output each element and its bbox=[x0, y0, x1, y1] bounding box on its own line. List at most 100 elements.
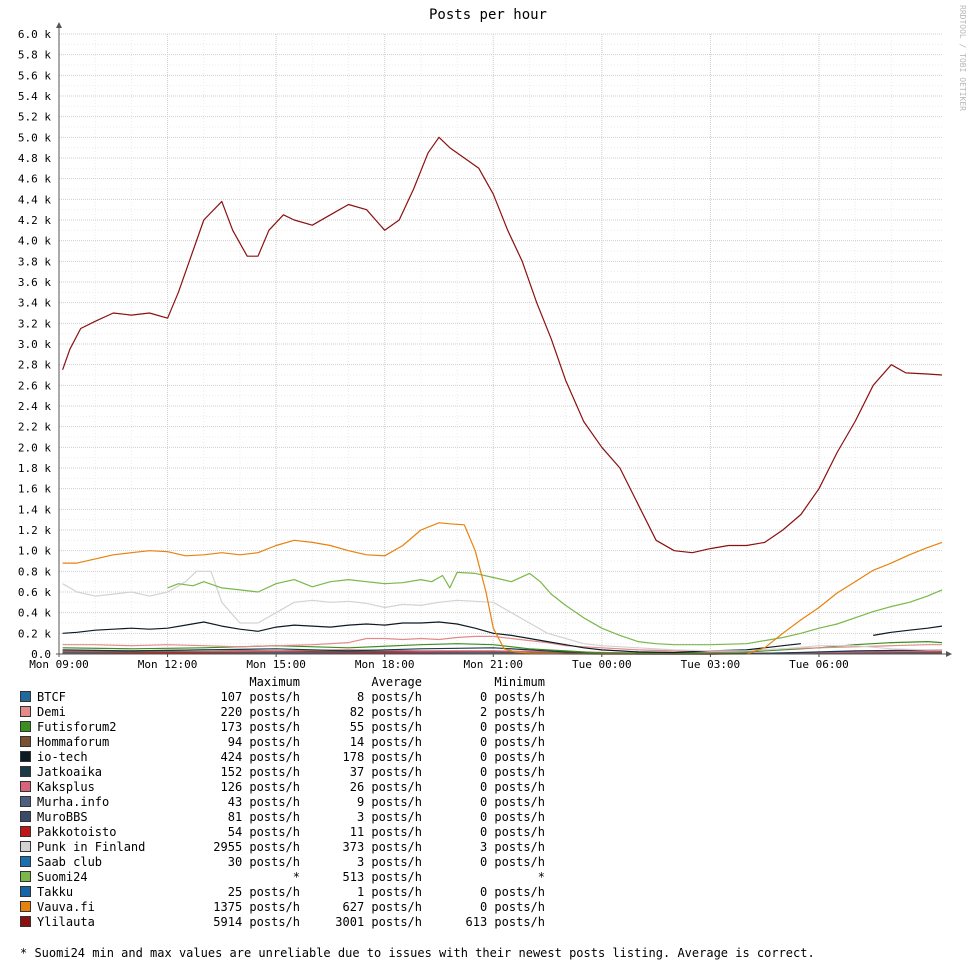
legend-row: Jatkoaika 152 posts/h 37 posts/h 0 posts/h bbox=[20, 765, 545, 780]
y-tick-label: 4.4 k bbox=[18, 193, 51, 206]
legend-header-minimum: Minimum bbox=[494, 675, 545, 689]
y-tick-label: 0.8 k bbox=[18, 565, 51, 578]
legend-row: Punk in Finland 2955 posts/h 373 posts/h 3 … bbox=[20, 840, 545, 855]
legend-maximum: 43 posts/h bbox=[227, 795, 300, 809]
legend-row: Suomi24 * 513 posts/h * bbox=[20, 870, 545, 885]
legend-label: Demi bbox=[37, 705, 66, 719]
legend-swatch bbox=[20, 766, 31, 777]
series-line-io-tech bbox=[62, 621, 801, 654]
legend-swatch bbox=[20, 796, 31, 807]
y-tick-label: 0.4 k bbox=[18, 607, 51, 620]
legend-label: io-tech bbox=[37, 750, 88, 764]
legend-label: Pakkotoisto bbox=[37, 825, 117, 839]
legend-entry-name: Kaksplus bbox=[20, 780, 170, 795]
legend-maximum: 81 posts/h bbox=[227, 810, 300, 824]
legend-row: BTCF 107 posts/h 8 posts/h 0 posts/h bbox=[20, 690, 545, 705]
legend-minimum: 0 posts/h bbox=[479, 855, 545, 869]
legend-maximum: 220 posts/h bbox=[220, 705, 300, 719]
legend-entry-name: BTCF bbox=[20, 690, 170, 705]
legend-row: Takku 25 posts/h 1 posts/h 0 posts/h bbox=[20, 885, 545, 900]
y-tick-label: 2.6 k bbox=[18, 379, 51, 392]
legend-maximum: 126 posts/h bbox=[220, 780, 300, 794]
y-tick-label: 5.2 k bbox=[18, 111, 51, 124]
y-tick-label: 3.6 k bbox=[18, 276, 51, 289]
legend-minimum: 2 posts/h bbox=[479, 705, 545, 719]
series-line-jatkoaika bbox=[62, 647, 943, 655]
y-tick-label: 2.0 k bbox=[18, 441, 51, 454]
x-axis-arrow bbox=[946, 651, 952, 657]
legend-average: 37 posts/h bbox=[349, 765, 422, 779]
legend-entry-name: Ylilauta bbox=[20, 915, 170, 930]
legend-entry-name: Takku bbox=[20, 885, 170, 900]
legend-table: Maximum Average Minimum BTCF 107 posts/h 8… bbox=[20, 675, 545, 930]
legend-minimum: 0 posts/h bbox=[479, 810, 545, 824]
series-line-ylilauta bbox=[62, 136, 943, 554]
legend-row: io-tech 424 posts/h 178 posts/h 0 posts/h bbox=[20, 750, 545, 765]
legend-swatch bbox=[20, 751, 31, 762]
legend-row: MuroBBS 81 posts/h 3 posts/h 0 posts/h bbox=[20, 810, 545, 825]
legend-average: 82 posts/h bbox=[349, 705, 422, 719]
legend-average: 627 posts/h bbox=[342, 900, 422, 914]
legend-minimum: 0 posts/h bbox=[479, 765, 545, 779]
legend-maximum: 30 posts/h bbox=[227, 855, 300, 869]
legend-label: Vauva.fi bbox=[37, 900, 95, 914]
legend-average: 3001 posts/h bbox=[335, 915, 422, 929]
y-tick-label: 3.2 k bbox=[18, 317, 51, 330]
legend-entry-name: Demi bbox=[20, 705, 170, 720]
legend-entry-name: Futisforum2 bbox=[20, 720, 170, 735]
legend-average: 14 posts/h bbox=[349, 735, 422, 749]
legend-label: Murha.info bbox=[37, 795, 110, 809]
legend-entry-name: Vauva.fi bbox=[20, 900, 170, 915]
y-tick-label: 6.0 k bbox=[18, 28, 51, 41]
legend-label: Suomi24 bbox=[37, 870, 88, 884]
legend-row: Kaksplus 126 posts/h 26 posts/h 0 posts/h bbox=[20, 780, 545, 795]
legend-minimum: 0 posts/h bbox=[479, 735, 545, 749]
legend-average: 3 posts/h bbox=[356, 855, 422, 869]
y-tick-label: 5.4 k bbox=[18, 90, 51, 103]
legend-average: 55 posts/h bbox=[349, 720, 422, 734]
legend-header-name bbox=[20, 675, 170, 690]
legend-header-maximum: Maximum bbox=[249, 675, 300, 689]
x-tick-label: Mon 12:00 bbox=[138, 658, 198, 670]
grid bbox=[58, 33, 942, 655]
series-line-punk-in-finland bbox=[62, 570, 942, 652]
legend-label: Jatkoaika bbox=[37, 765, 103, 779]
x-tick-label: Mon 15:00 bbox=[246, 658, 306, 670]
legend-label: Hommaforum bbox=[37, 735, 110, 749]
legend-entry-name: Pakkotoisto bbox=[20, 825, 170, 840]
legend-swatch bbox=[20, 781, 31, 792]
legend-entry-name: Jatkoaika bbox=[20, 765, 170, 780]
y-tick-label: 2.2 k bbox=[18, 421, 51, 434]
legend-average: 3 posts/h bbox=[356, 810, 422, 824]
legend-swatch bbox=[20, 856, 31, 867]
y-tick-label: 4.0 k bbox=[18, 235, 51, 248]
y-tick-label: 2.4 k bbox=[18, 400, 51, 413]
legend-maximum: 173 posts/h bbox=[220, 720, 300, 734]
legend-maximum: 5914 posts/h bbox=[213, 915, 300, 929]
axes: 0.0 0.2 k 0.4 k 0.6 k 0.8 k 1.0 k 1.2 k 1.4 k 1.… bbox=[18, 22, 952, 670]
legend-entry-name: Murha.info bbox=[20, 795, 170, 810]
legend-maximum: 107 posts/h bbox=[220, 690, 300, 704]
y-tick-label: 5.6 k bbox=[18, 69, 51, 82]
y-tick-label: 1.8 k bbox=[18, 462, 51, 475]
legend-maximum: * bbox=[292, 870, 300, 884]
legend-swatch bbox=[20, 886, 31, 897]
y-tick-label: 3.0 k bbox=[18, 338, 51, 351]
legend-minimum: 613 posts/h bbox=[465, 915, 545, 929]
legend-minimum: 0 posts/h bbox=[479, 885, 545, 899]
legend-swatch bbox=[20, 691, 31, 702]
legend-label: Takku bbox=[37, 885, 74, 899]
legend-maximum: 1375 posts/h bbox=[213, 900, 300, 914]
y-tick-label: 0.2 k bbox=[18, 627, 51, 640]
legend-swatch bbox=[20, 811, 31, 822]
legend-minimum: 0 posts/h bbox=[479, 825, 545, 839]
y-tick-label: 5.0 k bbox=[18, 131, 51, 144]
y-tick-label: 0.0 bbox=[31, 648, 51, 661]
y-tick-label: 4.6 k bbox=[18, 173, 51, 186]
y-tick-label: 2.8 k bbox=[18, 359, 51, 372]
legend-average: 8 posts/h bbox=[356, 690, 422, 704]
legend-swatch bbox=[20, 871, 31, 882]
legend-entry-name: io-tech bbox=[20, 750, 170, 765]
legend-header: Maximum Average Minimum bbox=[20, 675, 545, 690]
legend-minimum: 0 posts/h bbox=[479, 720, 545, 734]
